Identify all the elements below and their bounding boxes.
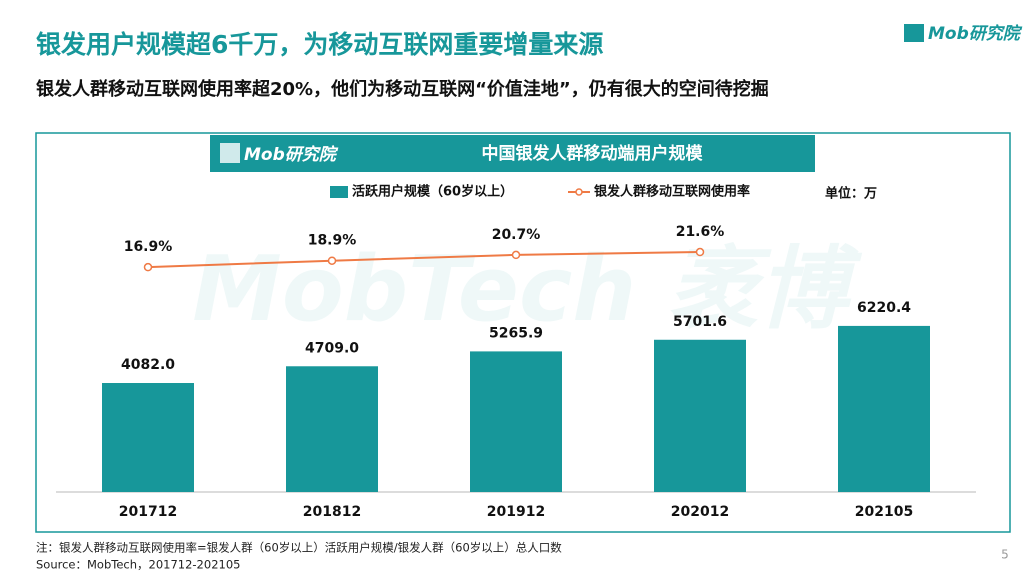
chart-frame [35, 132, 1011, 533]
note: 注：银发人群移动互联网使用率=银发人群（60岁以上）活跃用户规模/银发人群（60… [36, 541, 562, 555]
line-marker [327, 256, 337, 265]
bar [838, 325, 930, 492]
legend-marker [575, 188, 583, 196]
legend-swatch [330, 186, 348, 198]
line-value-label: 16.9% [124, 239, 173, 255]
chart-header [210, 135, 815, 172]
slide-title: 银发用户规模超6千万，为移动互联网重要增量来源 [36, 30, 603, 59]
x-tick-label: 201812 [303, 504, 361, 520]
source: Source：MobTech，201712-202105 [36, 558, 240, 572]
legend-label: 银发人群移动互联网使用率 [594, 184, 750, 200]
unit: 单位：万 [825, 186, 877, 202]
bar-value-label: 6220.4 [857, 300, 911, 316]
bar-value-label: 4709.0 [305, 340, 359, 356]
x-tick-label: 201712 [119, 504, 177, 520]
bar-value-label: 5701.6 [673, 314, 727, 330]
line-marker [511, 250, 521, 260]
logo: Mob研究院 [928, 24, 1023, 44]
legend-label: 活跃用户规模（60岁以上） [352, 184, 513, 200]
bar [654, 339, 746, 492]
line-marker [143, 262, 153, 272]
x-tick-label: 201912 [487, 504, 545, 520]
logo-icon [904, 24, 924, 42]
line-value-label: 21.6% [676, 224, 725, 240]
bar-value-label: 5265.9 [489, 325, 543, 341]
line-value-label: 18.9% [308, 233, 357, 249]
bar [286, 366, 378, 492]
slide-subtitle: 银发人群移动互联网使用率超20%，他们为移动互联网“价值洼地”，仍有很大的空间待… [36, 78, 769, 100]
chart-title: 中国银发人群移动端用户规模 [482, 143, 704, 164]
bar [470, 351, 562, 492]
page-number: 5 [1001, 548, 1009, 562]
chart-logo: Mob研究院 [244, 145, 339, 165]
line-value-label: 20.7% [492, 227, 541, 243]
x-tick-label: 202105 [855, 504, 913, 520]
bar-value-label: 4082.0 [121, 357, 175, 373]
x-tick-label: 202012 [671, 504, 729, 520]
line [147, 251, 701, 269]
chart-logo-icon [220, 143, 240, 163]
line-marker [695, 247, 705, 257]
bar [102, 383, 194, 492]
